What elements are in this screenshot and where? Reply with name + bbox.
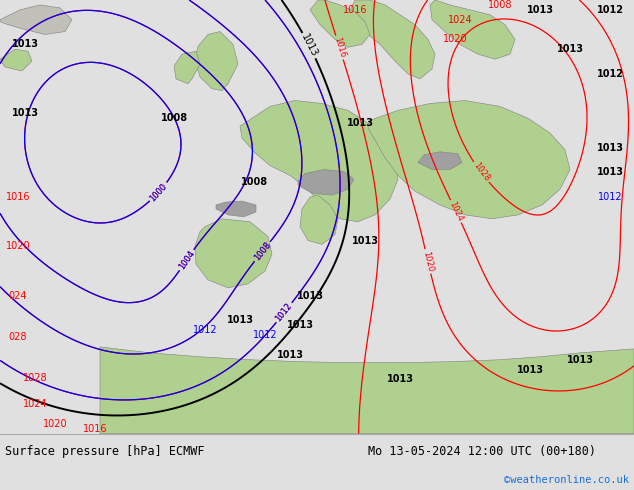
Polygon shape [310,0,370,48]
Text: 1020: 1020 [421,250,435,272]
Text: 1016: 1016 [332,36,347,59]
Text: 1000: 1000 [148,181,169,203]
Text: 1013: 1013 [297,291,323,301]
Polygon shape [298,170,354,195]
Text: 1012: 1012 [253,330,277,340]
Text: 1000: 1000 [148,181,169,203]
Text: 1013: 1013 [517,365,543,374]
Text: 1028: 1028 [471,161,491,183]
Text: 1024: 1024 [448,15,472,24]
Text: Mo 13-05-2024 12:00 UTC (00+180): Mo 13-05-2024 12:00 UTC (00+180) [368,445,596,458]
Text: 1008: 1008 [252,241,273,263]
Polygon shape [368,100,570,219]
Text: 1013: 1013 [597,168,623,177]
Text: 1012: 1012 [274,302,294,324]
Polygon shape [0,5,72,34]
Polygon shape [418,152,462,170]
Text: 1013: 1013 [351,237,378,246]
Text: 1008: 1008 [488,0,512,10]
Polygon shape [300,195,338,245]
Text: 1016: 1016 [6,192,30,202]
Text: 1013: 1013 [299,32,319,59]
Text: 1016: 1016 [343,5,367,15]
Text: 028: 028 [9,332,27,342]
Text: 1024: 1024 [23,399,48,409]
Text: 1013: 1013 [287,320,313,330]
Text: 1012: 1012 [597,69,623,79]
Polygon shape [195,219,272,288]
Text: 1020: 1020 [42,419,67,429]
Text: 1012: 1012 [193,325,217,335]
Text: 1020: 1020 [6,242,30,251]
Text: 024: 024 [9,291,27,301]
Text: 1004: 1004 [177,249,197,271]
Text: 1012: 1012 [597,5,623,15]
Text: 1024: 1024 [448,200,465,223]
Text: 1013: 1013 [526,5,553,15]
Text: 1013: 1013 [557,44,583,54]
Polygon shape [430,0,515,59]
Text: 1013: 1013 [276,350,304,360]
Polygon shape [240,100,398,222]
Text: Surface pressure [hPa] ECMWF: Surface pressure [hPa] ECMWF [5,445,205,458]
Text: 1013: 1013 [347,118,373,128]
Text: 1013: 1013 [11,108,39,119]
Text: 1004: 1004 [177,249,197,271]
Polygon shape [348,0,435,79]
Text: 1012: 1012 [598,192,623,202]
Text: 1028: 1028 [23,373,48,384]
Polygon shape [174,51,200,84]
Text: 1012: 1012 [274,302,294,324]
Text: 1013: 1013 [567,355,593,365]
Polygon shape [195,31,238,91]
Polygon shape [216,201,256,217]
Polygon shape [100,347,634,434]
Text: 1008: 1008 [242,177,269,187]
Text: ©weatheronline.co.uk: ©weatheronline.co.uk [504,475,629,485]
Text: 1008: 1008 [252,241,273,263]
Text: 1020: 1020 [443,34,467,45]
Polygon shape [0,49,32,71]
Text: 1013: 1013 [387,374,413,385]
Text: 1008: 1008 [162,113,188,123]
Text: 1013: 1013 [597,143,623,153]
Text: 1013: 1013 [226,315,254,325]
Text: 1016: 1016 [83,424,107,434]
Text: 1013: 1013 [11,39,39,49]
